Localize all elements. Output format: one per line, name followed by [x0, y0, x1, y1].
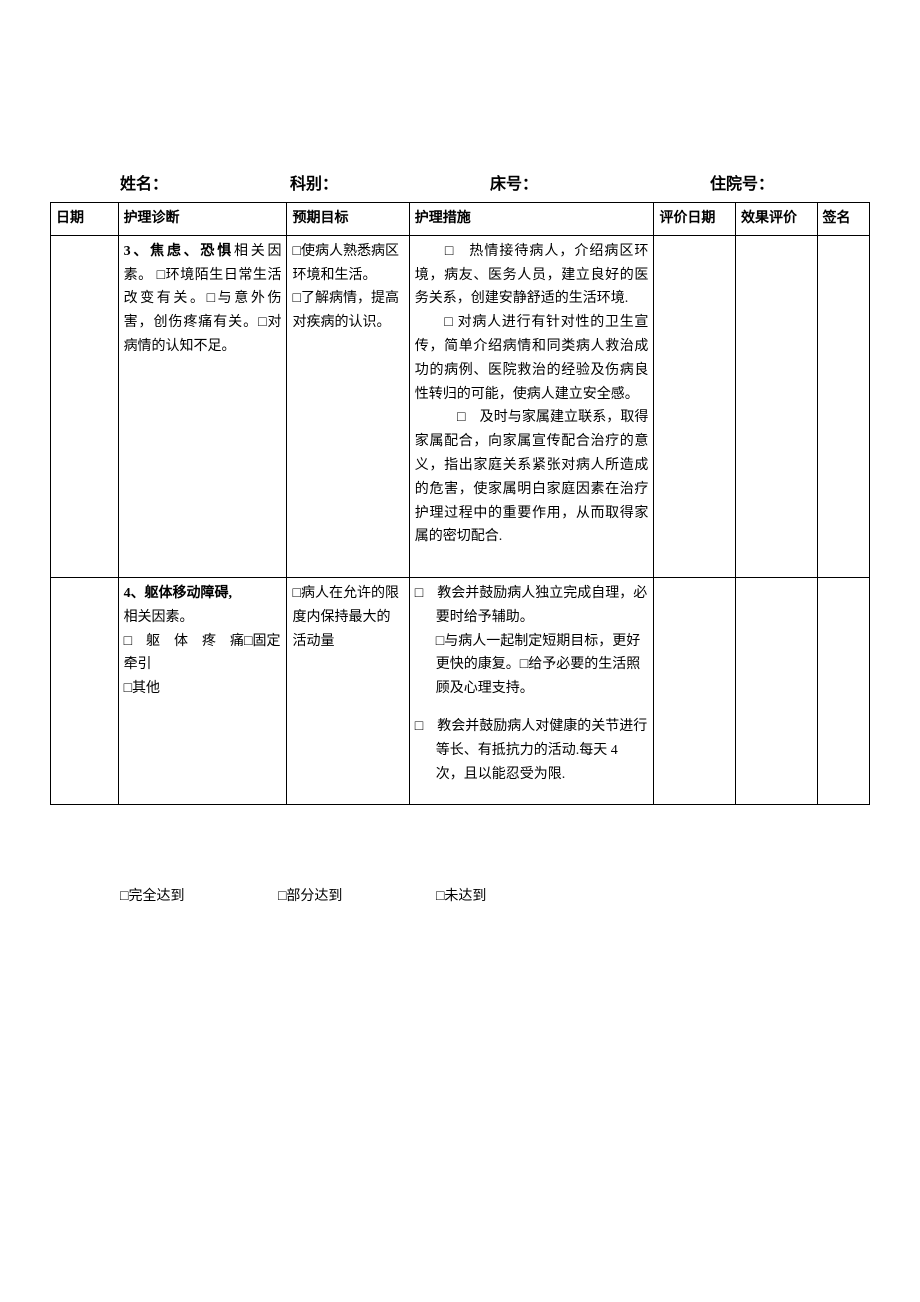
table-header-row: 日期 护理诊断 预期目标 护理措施 评价日期 效果评价 签名 — [51, 203, 870, 236]
cell-goal: □使病人熟悉病区环境和生活。 □了解病情，提高对疾病的认识。 — [287, 235, 409, 577]
col-header-date: 日期 — [51, 203, 119, 236]
name-label: 姓名： — [120, 170, 168, 194]
cell-evaldate — [654, 577, 736, 804]
admission-field: 住院号： — [710, 170, 774, 194]
nursing-plan-table: 日期 护理诊断 预期目标 护理措施 评价日期 效果评价 签名 3、焦虑、恐惧相关… — [50, 202, 870, 805]
col-header-goal: 预期目标 — [287, 203, 409, 236]
measure-item: □ 教会并鼓励病人独立完成自理，必要时给予辅助。 □与病人一起制定短期目标，更好… — [415, 582, 649, 701]
bed-field: 床号： — [490, 170, 710, 194]
cell-diagnosis: 4、躯体移动障碍, 相关因素。 □ 躯 体 疼 痛□固定牵引 □其他 — [118, 577, 287, 804]
dept-label: 科别： — [290, 170, 338, 194]
cell-evalresult — [735, 577, 817, 804]
goal-text: □病人在允许的限度内保持最大的活动量 — [292, 586, 398, 649]
diagnosis-title: 4、躯体移动障碍, — [124, 586, 233, 601]
table-row: 3、焦虑、恐惧相关因素。 □环境陌生日常生活改变有关。□与意外伤害，创伤疼痛有关… — [51, 235, 870, 577]
cell-evalresult — [735, 235, 817, 577]
patient-info-header: 姓名： 科别： 床号： 住院号： — [50, 170, 870, 194]
cell-date — [51, 235, 119, 577]
col-header-sign: 签名 — [817, 203, 869, 236]
cell-date — [51, 577, 119, 804]
cell-measure: □ 热情接待病人，介绍病区环境，病友、医务人员，建立良好的医务关系，创建安静舒适… — [409, 235, 654, 577]
goal-text: □使病人熟悉病区环境和生活。 □了解病情，提高对疾病的认识。 — [292, 244, 398, 330]
footer-options: □完全达到 □部分达到 □未达到 — [120, 885, 870, 905]
cell-diagnosis: 3、焦虑、恐惧相关因素。 □环境陌生日常生活改变有关。□与意外伤害，创伤疼痛有关… — [118, 235, 287, 577]
col-header-evaldate: 评价日期 — [654, 203, 736, 236]
col-header-diagnosis: 护理诊断 — [118, 203, 287, 236]
name-field: 姓名： — [120, 170, 290, 194]
dept-field: 科别： — [290, 170, 490, 194]
diagnosis-body: 相关因素。 □环境陌生日常生活改变有关。□与意外伤害，创伤疼痛有关。□对病情的认… — [124, 244, 282, 354]
col-header-measure: 护理措施 — [409, 203, 654, 236]
diagnosis-title: 3、焦虑、恐惧 — [124, 244, 234, 259]
cell-measure: □ 教会并鼓励病人独立完成自理，必要时给予辅助。 □与病人一起制定短期目标，更好… — [409, 577, 654, 804]
bed-label: 床号： — [490, 170, 538, 194]
diagnosis-body: 相关因素。 □ 躯 体 疼 痛□固定牵引 □其他 — [124, 610, 281, 696]
footer-opt-partial: □部分达到 — [278, 885, 342, 905]
cell-sign — [817, 235, 869, 577]
table-row: 4、躯体移动障碍, 相关因素。 □ 躯 体 疼 痛□固定牵引 □其他 □病人在允… — [51, 577, 870, 804]
footer-opt-none: □未达到 — [436, 885, 486, 905]
cell-sign — [817, 577, 869, 804]
footer-opt-full: □完全达到 — [120, 885, 184, 905]
cell-goal: □病人在允许的限度内保持最大的活动量 — [287, 577, 409, 804]
measure-text: □ 热情接待病人，介绍病区环境，病友、医务人员，建立良好的医务关系，创建安静舒适… — [415, 244, 649, 568]
cell-evaldate — [654, 235, 736, 577]
measure-item: □ 教会并鼓励病人对健康的关节进行等长、有抵抗力的活动.每天 4 次，且以能忍受… — [415, 715, 649, 786]
col-header-evalresult: 效果评价 — [735, 203, 817, 236]
admission-label: 住院号： — [710, 170, 774, 194]
